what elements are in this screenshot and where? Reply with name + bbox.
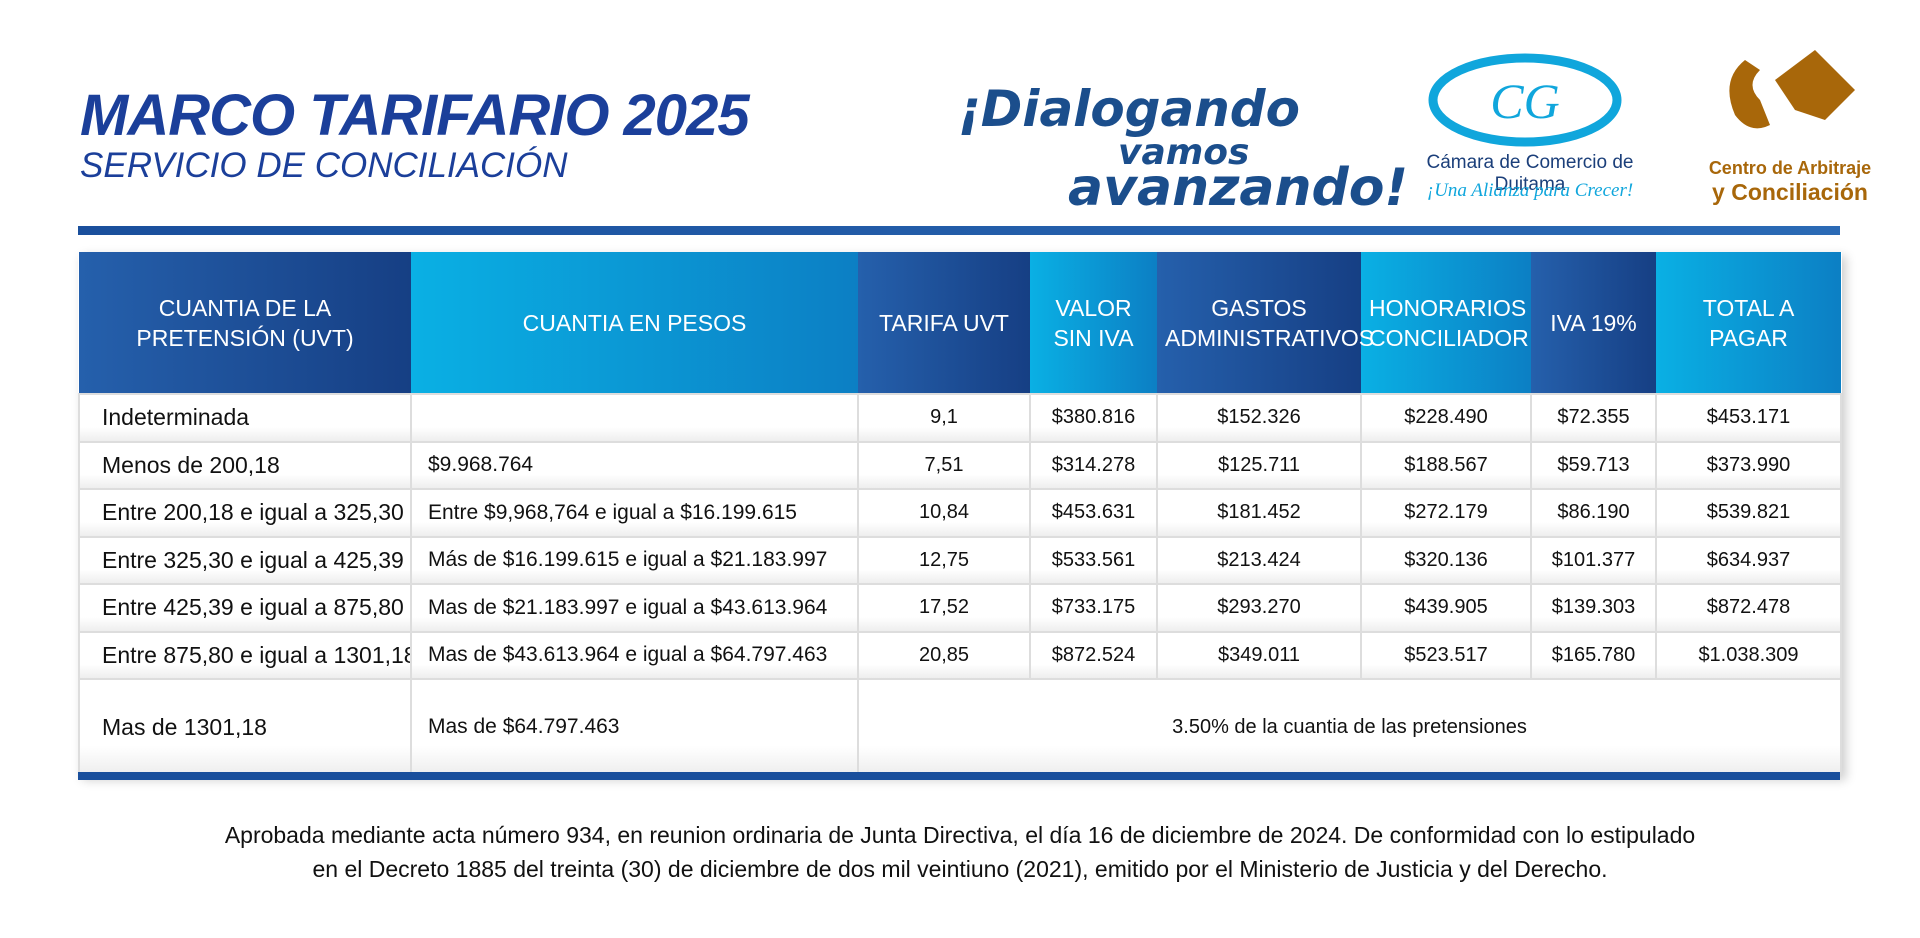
header-cell: TOTAL A PAGAR xyxy=(1656,252,1841,394)
footer-text: en el Decreto 1885 del treinta (30) de d… xyxy=(312,856,1608,882)
header-cell: VALOR SIN IVA xyxy=(1030,252,1157,394)
header-cell: CUANTIA EN PESOS xyxy=(411,252,858,394)
table-cell: Más de $16.199.615 e igual a $21.183.997 xyxy=(410,535,859,585)
table-row: Menos de 200,18 $9.968.764 7,51 $314.278 $12… xyxy=(78,440,1842,490)
table-row: Entre 875,80 e igual a 1301,18 Mas de $43… xyxy=(78,630,1842,680)
table-cell: 3.50% de la cuantia de las pretensiones xyxy=(857,678,1842,776)
divider xyxy=(78,226,1840,235)
table-row: Entre 200,18 e igual a 325,30 Entre $9,96… xyxy=(78,488,1842,538)
centro-logo-mark xyxy=(1729,50,1855,129)
table-row: Entre 325,30 e igual a 425,39 Más de $16.… xyxy=(78,535,1842,585)
table-cell: $320.136 xyxy=(1360,535,1532,585)
title: MARCO TARIFARIO 2025 xyxy=(80,83,750,148)
table-cell: 17,52 xyxy=(857,583,1031,633)
table-cell: $101.377 xyxy=(1530,535,1657,585)
table-cell: $125.711 xyxy=(1156,440,1362,490)
table-cell: $9.968.764 xyxy=(410,440,859,490)
slogan: vamos xyxy=(1118,132,1250,173)
table-cell: Mas de 1301,18 xyxy=(78,678,412,776)
table-cell: $188.567 xyxy=(1360,440,1532,490)
table-cell: Menos de 200,18 xyxy=(78,440,412,490)
table-cell: Entre 325,30 e igual a 425,39 xyxy=(78,535,412,585)
table-cell: $373.990 xyxy=(1655,440,1842,490)
table-cell: $181.452 xyxy=(1156,488,1362,538)
table-cell: 20,85 xyxy=(857,630,1031,680)
centro-name: y Conciliación xyxy=(1712,179,1868,205)
camara-tagline: ¡Una Alianza para Crecer! xyxy=(1426,180,1634,201)
table-cell: $453.631 xyxy=(1029,488,1158,538)
table-cell: $1.038.309 xyxy=(1655,630,1842,680)
table-cell: $349.011 xyxy=(1156,630,1362,680)
slogan: avanzando! xyxy=(1068,158,1409,218)
header-cell: GASTOS ADMINISTRATIVOS xyxy=(1157,252,1374,394)
table-cell: $86.190 xyxy=(1530,488,1657,538)
table-cell: Entre 425,39 e igual a 875,80 xyxy=(78,583,412,633)
table-cell: $293.270 xyxy=(1156,583,1362,633)
table-cell: $272.179 xyxy=(1360,488,1532,538)
table-cell: $213.424 xyxy=(1156,535,1362,585)
table-cell: 12,75 xyxy=(857,535,1031,585)
table-cell xyxy=(410,393,859,443)
header-cell: HONORARIOS CONCILIADOR xyxy=(1361,252,1531,394)
table-cell: $539.821 xyxy=(1655,488,1842,538)
footer-text: Aprobada mediante acta número 934, en re… xyxy=(224,822,1696,848)
table-row: Mas de 1301,18 Mas de $64.797.463 3.50% de… xyxy=(78,678,1842,776)
camara-logo-mark: CG xyxy=(1428,53,1622,147)
slogan: ¡Dialogando xyxy=(958,80,1300,138)
table-cell: $533.561 xyxy=(1029,535,1158,585)
table-cell: 7,51 xyxy=(857,440,1031,490)
table-cell: $439.905 xyxy=(1360,583,1532,633)
table-cell: $872.524 xyxy=(1029,630,1158,680)
centro-name: Centro de Arbitraje xyxy=(1708,158,1872,178)
subtitle: SERVICIO DE CONCILIACIÓN xyxy=(80,146,568,185)
divider xyxy=(78,772,1840,780)
table-cell: $139.303 xyxy=(1530,583,1657,633)
table-row: Indeterminada 9,1 $380.816 $152.326 $228.490… xyxy=(78,393,1842,443)
table-cell: $634.937 xyxy=(1655,535,1842,585)
table-cell: $72.355 xyxy=(1530,393,1657,443)
svg-text:CG: CG xyxy=(1490,73,1559,129)
table-cell: $733.175 xyxy=(1029,583,1158,633)
table-cell: 10,84 xyxy=(857,488,1031,538)
table-cell: $380.816 xyxy=(1029,393,1158,443)
header-cell: TARIFA UVT xyxy=(858,252,1030,394)
table-cell: 9,1 xyxy=(857,393,1031,443)
table-cell: $152.326 xyxy=(1156,393,1362,443)
header-cell: CUANTIA DE LA PRETENSIÓN (UVT) xyxy=(79,252,411,394)
table-cell: Entre 200,18 e igual a 325,30 xyxy=(78,488,412,538)
tariff-table: CUANTIA DE LA PRETENSIÓN (UVT) CUANTIA EN… xyxy=(78,252,1842,776)
table-cell: Entre 875,80 e igual a 1301,18 xyxy=(78,630,412,680)
table-cell: $228.490 xyxy=(1360,393,1532,443)
table-cell: $872.478 xyxy=(1655,583,1842,633)
table-cell: $523.517 xyxy=(1360,630,1532,680)
table-cell: $59.713 xyxy=(1530,440,1657,490)
camara-name: Cámara de Comercio de Duitama xyxy=(1426,152,1634,195)
table-cell: Indeterminada xyxy=(78,393,412,443)
table-cell: $453.171 xyxy=(1655,393,1842,443)
header-row: CUANTIA DE LA PRETENSIÓN (UVT) CUANTIA EN… xyxy=(79,252,1841,394)
table-cell: Mas de $43.613.964 e igual a $64.797.463 xyxy=(410,630,859,680)
table-cell: $165.780 xyxy=(1530,630,1657,680)
table-cell: Entre $9,968,764 e igual a $16.199.615 xyxy=(410,488,859,538)
table-cell: Mas de $64.797.463 xyxy=(410,678,859,776)
table-row: Entre 425,39 e igual a 875,80 Mas de $21.… xyxy=(78,583,1842,633)
header-cell: IVA 19% xyxy=(1531,252,1656,394)
table-cell: $314.278 xyxy=(1029,440,1158,490)
table-cell: Mas de $21.183.997 e igual a $43.613.964 xyxy=(410,583,859,633)
